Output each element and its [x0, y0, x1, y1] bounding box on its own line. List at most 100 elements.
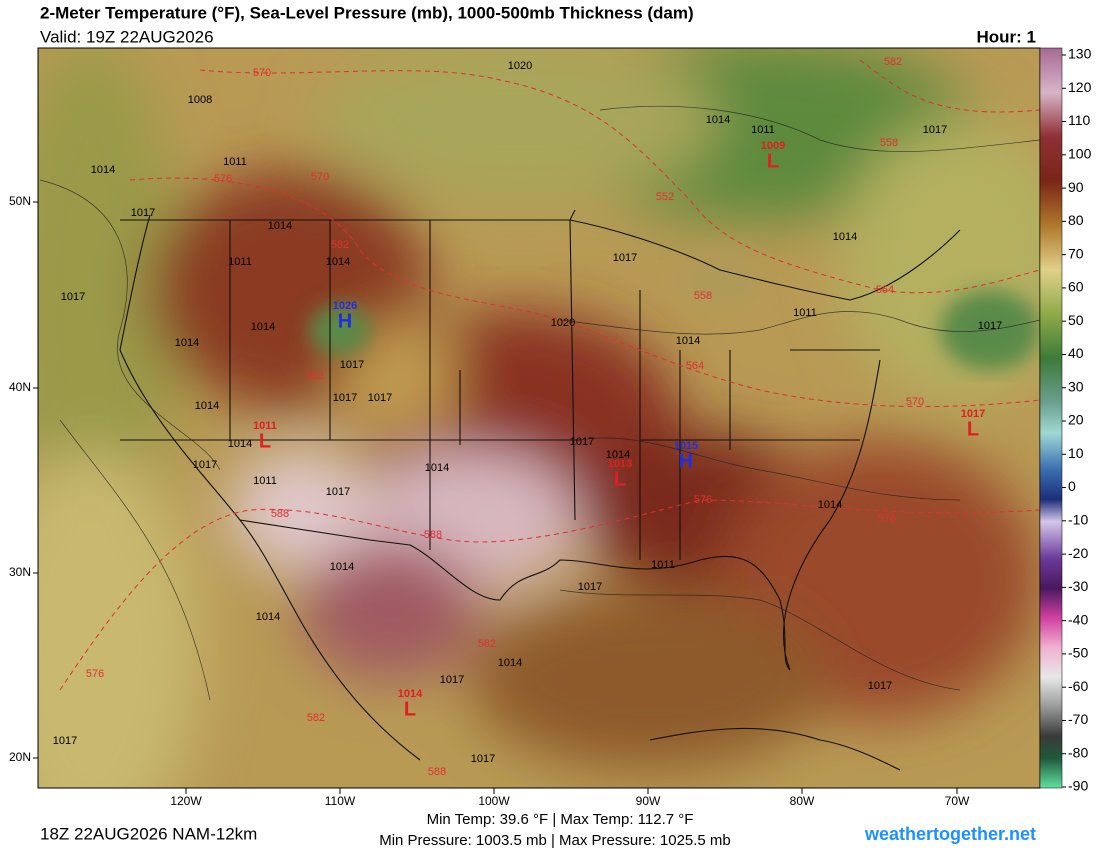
isobar-label: 1017: [440, 674, 464, 686]
colorbar-tick-label: 10: [1068, 445, 1084, 461]
lon-label: 80W: [790, 794, 815, 808]
site-credit[interactable]: weathertogether.net: [864, 824, 1036, 844]
colorbar-tick-label: 110: [1068, 112, 1091, 128]
lat-label: 40N: [9, 380, 31, 394]
thickness-label: 558: [694, 290, 712, 302]
colorbar-tick-label: 70: [1068, 245, 1084, 261]
isobar-label: 1011: [253, 475, 277, 487]
thickness-label: 576: [86, 668, 104, 680]
thickness-label: 582: [306, 370, 324, 382]
thickness-label: 588: [424, 529, 442, 541]
isobar-label: 1017: [340, 359, 364, 371]
isobar-label: 1017: [326, 486, 350, 498]
thickness-label: 558: [880, 137, 898, 149]
colorbar-tick-label: 80: [1068, 212, 1084, 228]
colorbar-tick-label: 60: [1068, 279, 1084, 295]
colorbar-tick-label: 100: [1068, 146, 1092, 162]
colorbar-tick-label: -80: [1068, 744, 1088, 760]
lon-label: 70W: [945, 794, 970, 808]
thickness-label: 582: [331, 239, 349, 251]
isobar-label: 1017: [923, 124, 947, 136]
colorbar-tick-label: 40: [1068, 345, 1084, 361]
pressure-center-value: 1017: [961, 408, 985, 420]
pressure-center-value: 1011: [253, 420, 277, 432]
thickness-contours: [59, 59, 1040, 691]
thickness-label: 588: [428, 766, 446, 778]
isobar-label: 1017: [53, 735, 77, 747]
isobar-label: 1017: [193, 459, 217, 471]
isobar-label: 1014: [676, 335, 700, 347]
colorbar-tick-label: 130: [1068, 46, 1092, 62]
isobar-label: 1020: [508, 60, 532, 72]
isobar-label: 1017: [868, 680, 892, 692]
isobar-label: 1014: [228, 438, 252, 450]
temp-range: Min Temp: 39.6 °F | Max Temp: 112.7 °F: [427, 811, 694, 828]
isobar-label: 1014: [195, 400, 219, 412]
thickness-label: 564: [876, 284, 894, 296]
isobar-label: 1011: [228, 256, 252, 268]
isobar-label: 1017: [570, 436, 594, 448]
isobar-label: 1014: [425, 462, 449, 474]
lon-label: 90W: [636, 794, 661, 808]
thickness-label: 576: [214, 173, 232, 185]
pressure-center-symbol: L: [967, 418, 979, 440]
isobar-label: 1008: [188, 94, 212, 106]
thickness-label: 588: [271, 508, 289, 520]
pressure-center-symbol: L: [614, 468, 626, 490]
isobar-label: 1014: [498, 657, 522, 669]
isobar-label: 1017: [578, 581, 602, 593]
thickness-label: 576: [878, 513, 896, 525]
colorbar-tick-label: -90: [1068, 778, 1088, 794]
lat-label: 20N: [9, 750, 31, 764]
thickness-label: 582: [478, 638, 496, 650]
thickness-label: 570: [311, 171, 329, 183]
isobar-label: 1014: [706, 114, 730, 126]
colorbar-tick-label: 20: [1068, 412, 1084, 428]
valid-time: Valid: 19Z 22AUG2026: [40, 27, 214, 46]
isobar-label: 1017: [613, 252, 637, 264]
pressure-center-symbol: L: [404, 698, 416, 720]
temperature-field: [38, 48, 1040, 788]
colorbar-tick-label: -30: [1068, 578, 1088, 594]
isobar-label: 1017: [333, 392, 357, 404]
colorbar-tick-label: 50: [1068, 312, 1084, 328]
isobar-label: 1011: [651, 559, 675, 571]
isobar-label: 1014: [606, 449, 630, 461]
isobar-label: 1014: [251, 321, 275, 333]
thickness-label: 564: [686, 360, 704, 372]
lon-label: 110W: [325, 794, 356, 808]
lon-label: 120W: [170, 794, 202, 808]
isobar-label: 1014: [91, 164, 115, 176]
isobar-label: 1017: [61, 291, 85, 303]
lat-label: 50N: [9, 194, 31, 208]
isobar-label: 1014: [833, 231, 857, 243]
isobar-label: 1017: [978, 320, 1002, 332]
thickness-label: 582: [307, 712, 325, 724]
isobar-label: 1020: [551, 317, 575, 329]
isobar-label: 1011: [223, 156, 247, 168]
pressure-center-symbol: H: [338, 310, 352, 332]
isobar-label: 1017: [368, 392, 392, 404]
isobar-label: 1014: [268, 220, 292, 232]
isobar-label: 1011: [751, 124, 775, 136]
colorbar-tick-label: -60: [1068, 678, 1088, 694]
colorbar-tick-label: -10: [1068, 512, 1088, 528]
pressure-center-symbol: L: [767, 150, 779, 172]
lon-label: 100W: [478, 794, 510, 808]
title: 2-Meter Temperature (°F), Sea-Level Pres…: [40, 3, 694, 22]
isobar-label: 1011: [793, 307, 817, 319]
colorbar-tick-label: 0: [1068, 478, 1076, 494]
colorbar: [1039, 47, 1063, 789]
colorbar-tick-label: 120: [1068, 79, 1092, 95]
colorbar-tick-label: -70: [1068, 711, 1088, 727]
isobar-label: 1014: [330, 561, 354, 573]
colorbar-tick-label: 90: [1068, 179, 1084, 195]
thickness-label: 582: [884, 56, 902, 68]
pressure-center-value: 1026: [333, 300, 357, 312]
colorbar-tick-label: -20: [1068, 545, 1088, 561]
isobar-label: 1014: [326, 256, 350, 268]
model-run: 18Z 22AUG2026 NAM-12km: [40, 824, 257, 843]
thickness-label: 570: [253, 67, 271, 79]
isobar-label: 1014: [818, 499, 842, 511]
